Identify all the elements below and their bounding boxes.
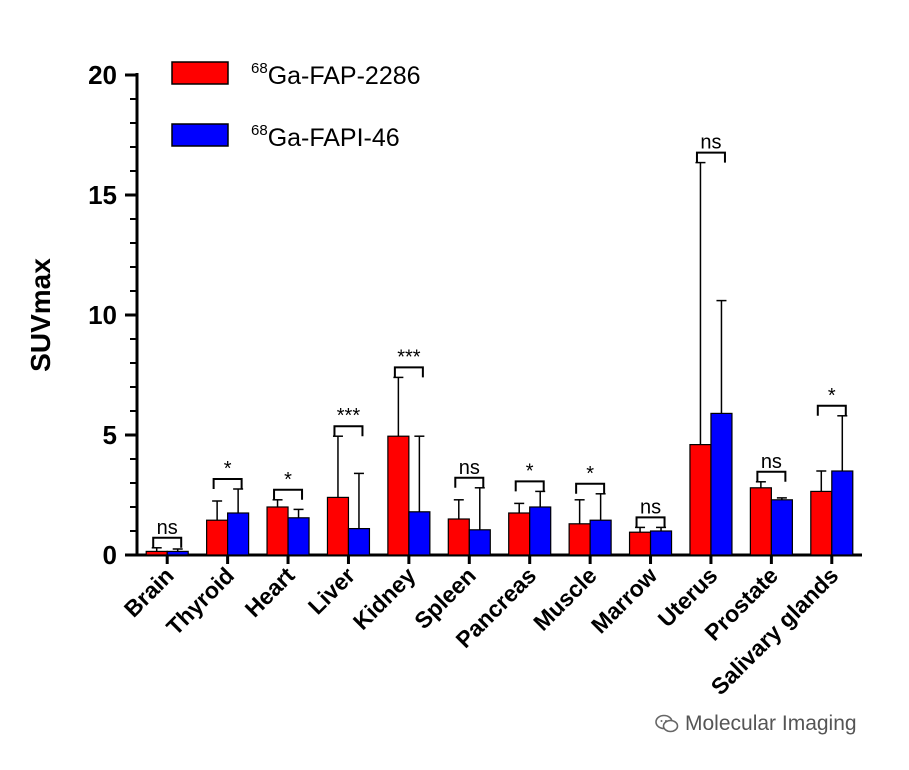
significance-label: * [284,469,292,491]
legend-isotope-superscript: 68 [251,60,268,77]
y-tick-label: 0 [103,540,117,570]
significance-label: * [224,458,232,480]
bar [529,506,552,556]
bar [347,527,371,556]
bar [145,550,168,556]
bar [649,530,673,556]
watermark: Molecular Imaging [655,712,857,736]
bar [589,519,612,556]
significance-label: ns [761,451,782,473]
legend-swatch [171,123,229,147]
bar [287,517,310,556]
x-tick-label: Heart [240,562,300,622]
y-tick-label: 20 [88,60,117,90]
chat-bubble-icon [655,714,679,733]
bar [749,487,772,556]
bar [831,470,854,556]
x-tick-label: Marrow [586,562,662,638]
bar [266,506,289,556]
bar [206,519,229,556]
bar [689,444,712,556]
bar [508,512,531,556]
significance-bracket [514,480,545,492]
y-tick-label: 10 [88,300,117,330]
bar [468,529,491,556]
x-tick-label: Kidney [348,562,421,635]
legend-series-name: Ga-FAP-2286 [268,62,421,90]
significance-bracket [695,151,726,163]
y-axis-label: SUVmax [25,258,56,372]
bar [628,531,652,556]
significance-label: * [526,460,534,482]
bar [710,412,733,556]
significance-bracket [454,476,485,488]
significance-label: *** [397,346,421,368]
legend-label: 68Ga-FAPI-46 [251,122,400,152]
legend-isotope-superscript: 68 [251,122,268,139]
significance-bracket [212,478,243,489]
bar [568,523,591,556]
bar [810,490,833,556]
y-tick-label: 15 [88,180,117,210]
bar [227,512,250,556]
bar [166,550,189,556]
x-tick-label: Thyroid [161,562,239,640]
watermark-text: Molecular Imaging [685,712,857,735]
y-tick-label: 5 [103,420,117,450]
significance-label: * [828,385,836,407]
significance-label: ns [157,517,178,539]
bar [326,496,350,556]
significance-bracket [575,482,606,494]
significance-label: ns [640,496,661,518]
significance-bracket [333,425,364,437]
bar [408,511,431,556]
significance-label: ns [700,132,721,154]
legend-label: 68Ga-FAP-2286 [251,60,421,90]
significance-label: ns [459,457,480,479]
significance-label: *** [337,405,361,427]
significance-label: * [586,463,594,485]
legend-swatch [171,61,229,85]
x-tick-label: Liver [303,562,360,619]
significance-bracket [816,404,847,416]
bar [387,435,410,556]
significance-bracket [756,470,787,482]
bar [447,518,470,556]
significance-bracket [152,536,183,548]
significance-bracket [635,516,666,528]
bar [770,499,793,556]
legend-series-name: Ga-FAPI-46 [268,124,400,152]
bars [145,161,854,556]
significance-bracket [393,366,424,378]
significance-bracket [273,488,304,500]
